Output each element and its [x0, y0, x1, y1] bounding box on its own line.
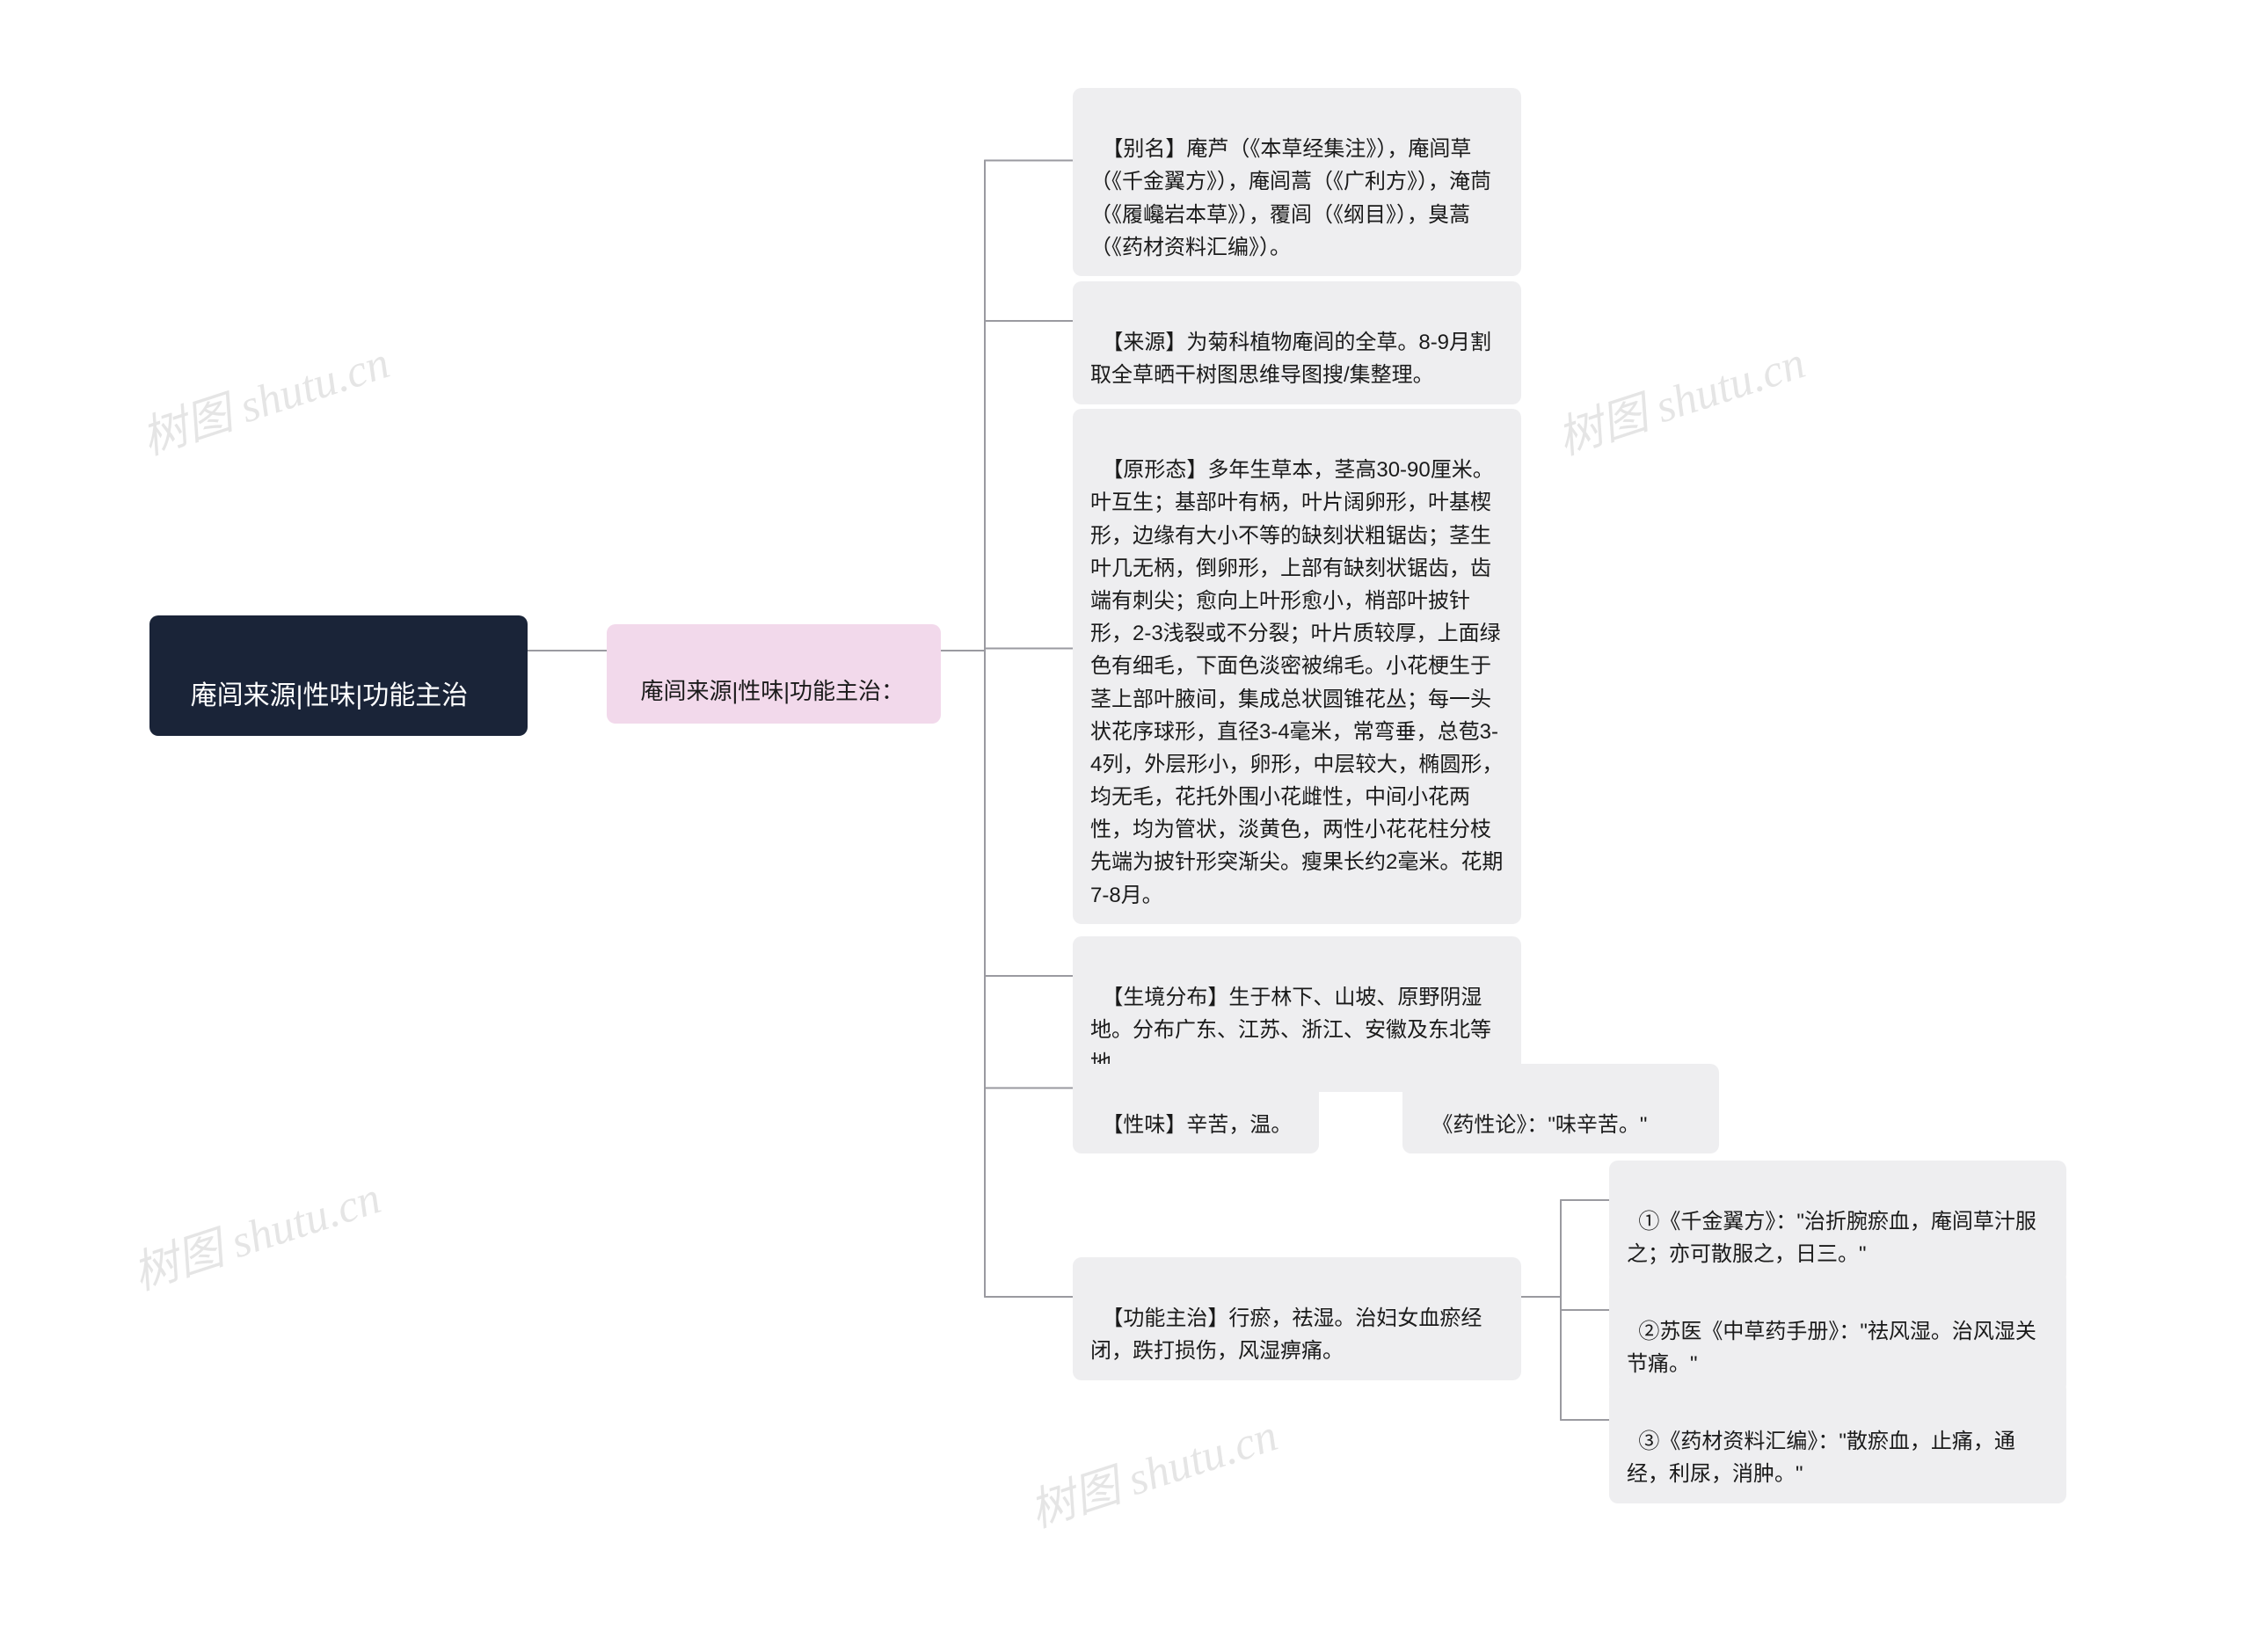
- watermark: 树图 shutu.cn: [1548, 325, 1812, 467]
- leaf-taste-sub-text: 《药性论》："味辛苦。": [1431, 1113, 1647, 1137]
- leaf-form-text: 【原形态】多年生草本，茎高30-90厘米。叶互生；基部叶有柄，叶片阔卵形，叶基楔…: [1090, 458, 1503, 906]
- leaf-taste-text: 【性味】辛苦，温。: [1102, 1113, 1292, 1137]
- leaf-form[interactable]: 【原形态】多年生草本，茎高30-90厘米。叶互生；基部叶有柄，叶片阔卵形，叶基楔…: [1073, 409, 1521, 924]
- root-label: 庵闾来源|性味|功能主治: [191, 681, 469, 710]
- leaf-alias[interactable]: 【别名】庵芦（《本草经集注》），庵闾草（《千金翼方》），庵闾蒿（《广利方》），淹…: [1073, 88, 1521, 276]
- leaf-alias-text: 【别名】庵芦（《本草经集注》），庵闾草（《千金翼方》），庵闾蒿（《广利方》），淹…: [1090, 137, 1491, 259]
- leaf-habitat-text: 【生境分布】生于林下、山坡、原野阴湿地。分布广东、江苏、浙江、安徽及东北等地。: [1090, 986, 1491, 1074]
- root-node[interactable]: 庵闾来源|性味|功能主治: [149, 615, 528, 736]
- watermark: 树图 shutu.cn: [1020, 1398, 1285, 1539]
- watermark: 树图 shutu.cn: [132, 325, 397, 467]
- leaf-source[interactable]: 【来源】为菊科植物庵闾的全草。8-9月割取全草晒干树图思维导图搜/集整理。: [1073, 281, 1521, 404]
- second-label: 庵闾来源|性味|功能主治：: [640, 678, 904, 704]
- leaf-func2[interactable]: ②苏医《中草药手册》："祛风湿。治风湿关节痛。": [1609, 1270, 2066, 1394]
- leaf-func1[interactable]: ①《千金翼方》："治折腕瘀血，庵闾草汁服之；亦可散服之，日三。": [1609, 1161, 2066, 1284]
- leaf-func3-text: ③《药材资料汇编》："散瘀血，止痛，通经，利尿，消肿。": [1627, 1430, 2015, 1486]
- leaf-func1-text: ①《千金翼方》："治折腕瘀血，庵闾草汁服之；亦可散服之，日三。": [1627, 1210, 2036, 1266]
- watermark: 树图 shutu.cn: [123, 1161, 388, 1302]
- leaf-taste[interactable]: 【性味】辛苦，温。: [1073, 1064, 1319, 1153]
- leaf-taste-sub[interactable]: 《药性论》："味辛苦。": [1402, 1064, 1719, 1153]
- leaf-func3[interactable]: ③《药材资料汇编》："散瘀血，止痛，通经，利尿，消肿。": [1609, 1380, 2066, 1503]
- leaf-function-text: 【功能主治】行瘀，祛湿。治妇女血瘀经闭，跌打损伤，风湿痹痛。: [1090, 1306, 1482, 1363]
- leaf-func2-text: ②苏医《中草药手册》："祛风湿。治风湿关节痛。": [1627, 1320, 2036, 1376]
- leaf-function[interactable]: 【功能主治】行瘀，祛湿。治妇女血瘀经闭，跌打损伤，风湿痹痛。: [1073, 1257, 1521, 1380]
- second-node[interactable]: 庵闾来源|性味|功能主治：: [607, 624, 941, 724]
- leaf-source-text: 【来源】为菊科植物庵闾的全草。8-9月割取全草晒干树图思维导图搜/集整理。: [1090, 331, 1491, 387]
